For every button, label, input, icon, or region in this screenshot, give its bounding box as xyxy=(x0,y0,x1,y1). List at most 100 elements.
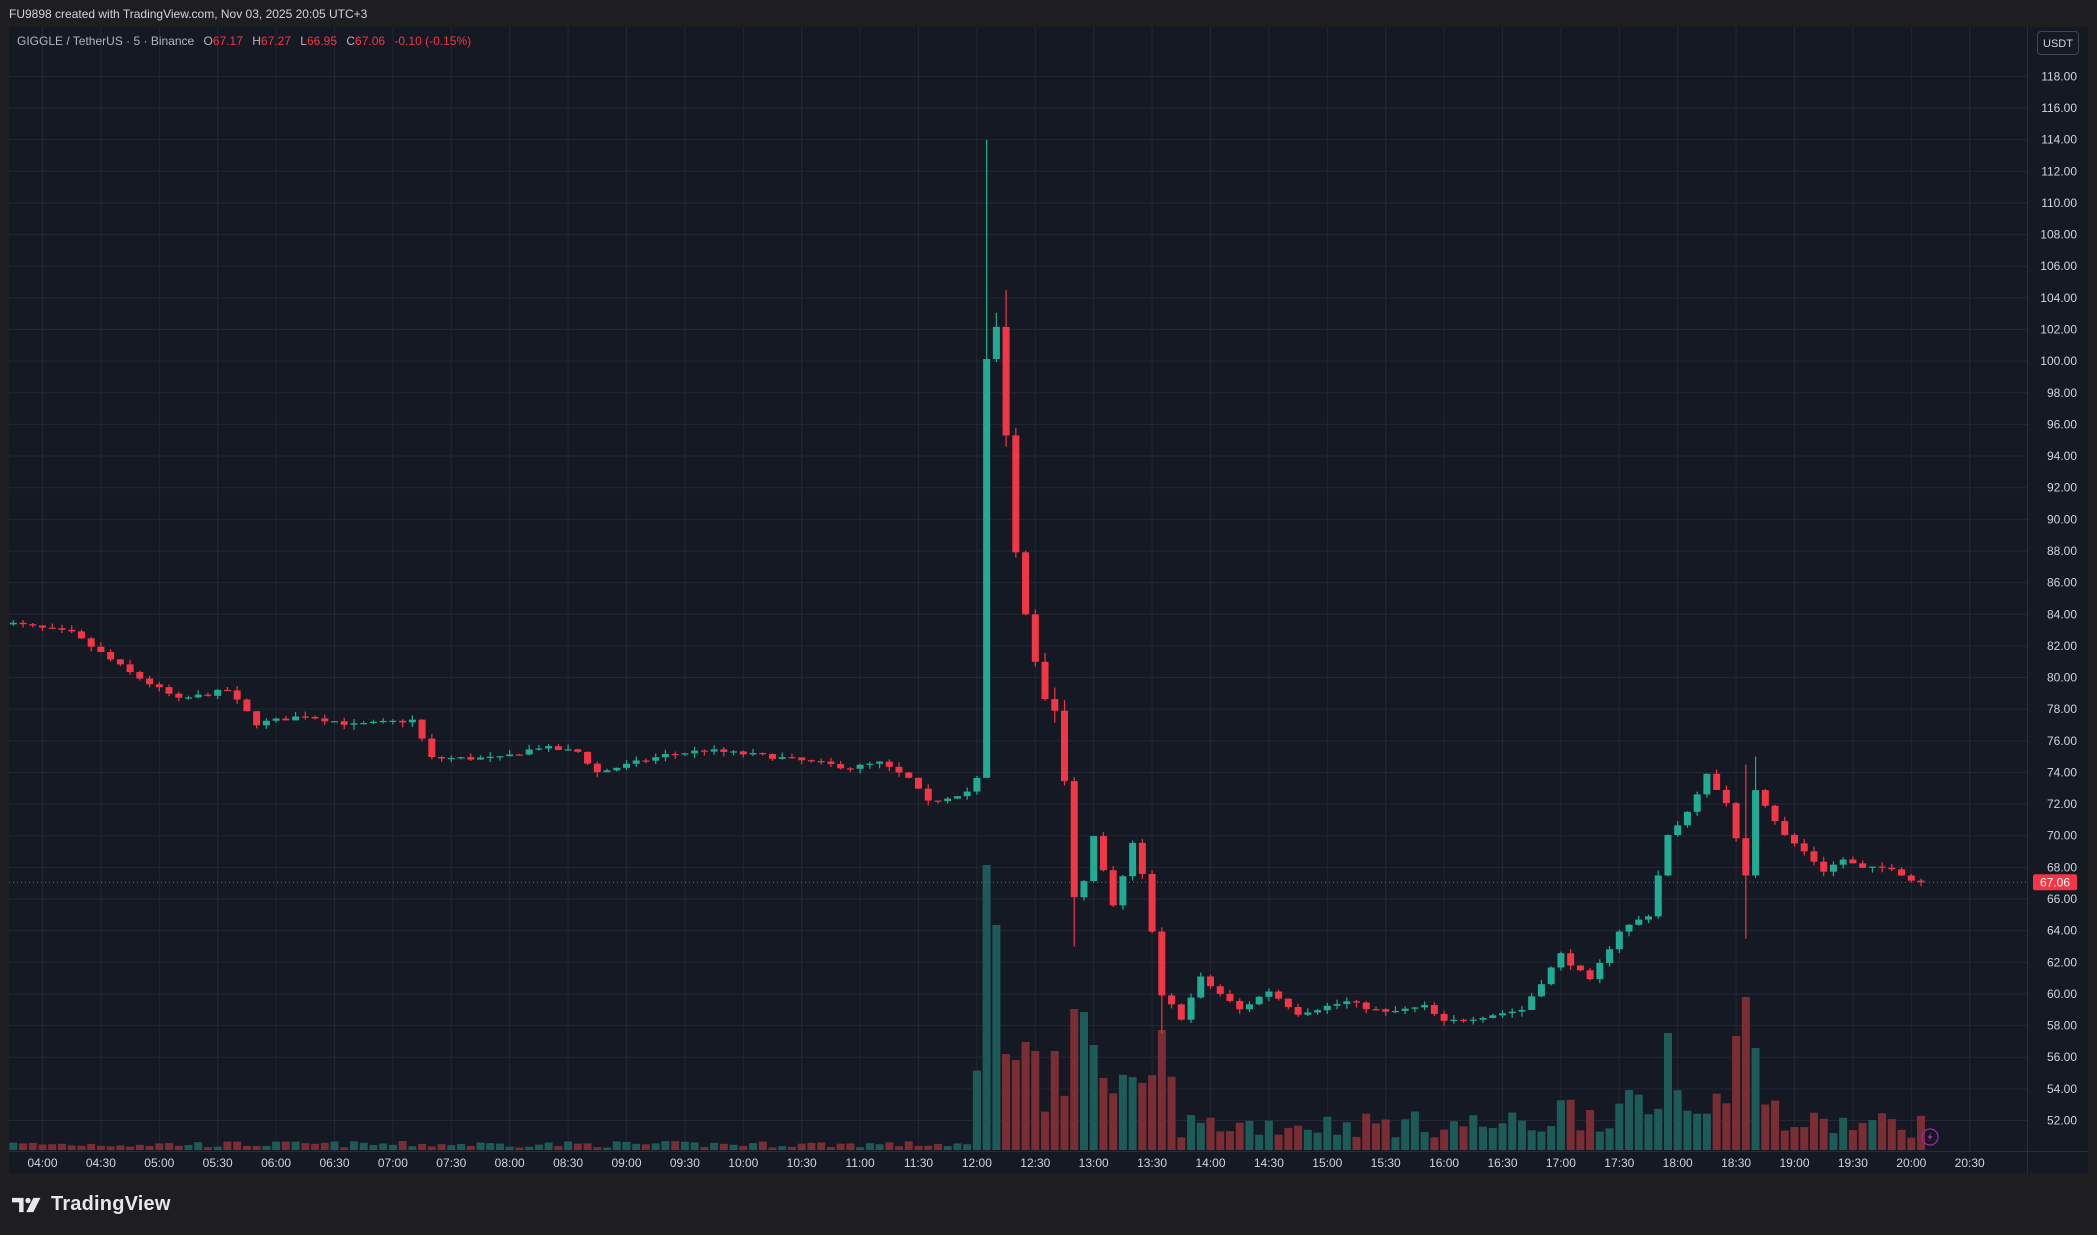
candle-body xyxy=(1177,1004,1185,1020)
candle-body xyxy=(798,757,806,761)
volume-bar xyxy=(408,1146,417,1150)
candle-body xyxy=(39,625,46,628)
candle-body xyxy=(1489,1015,1497,1018)
price-tick-label: 104.00 xyxy=(2040,291,2077,305)
candle-body xyxy=(807,760,815,762)
volume-bar xyxy=(1459,1126,1468,1150)
price-tick-label: 56.00 xyxy=(2047,1050,2077,1064)
time-axis[interactable]: 04:00 04:30 05:00 05:30 06:00 06:30 07:00 07:30… xyxy=(27,1156,1985,1170)
volume-bar xyxy=(1887,1119,1896,1150)
currency-button[interactable]: USDT xyxy=(2037,31,2079,55)
candle-body xyxy=(1781,821,1789,835)
candle-body xyxy=(107,652,115,660)
volume-bar xyxy=(651,1143,660,1150)
price-tick-label: 54.00 xyxy=(2047,1082,2077,1096)
candle-body xyxy=(1664,835,1672,876)
price-axis[interactable]: 52.00 54.00 56.00 58.00 60.00 62.00 64.00 66.00… xyxy=(2040,69,2077,1127)
candle-body xyxy=(506,754,514,757)
volume-bar xyxy=(1761,1104,1770,1150)
candle-body xyxy=(292,716,300,721)
volume-bar xyxy=(1449,1121,1458,1150)
time-tick-label: 19:00 xyxy=(1779,1156,1809,1170)
volume-bar xyxy=(1508,1112,1517,1150)
price-chart[interactable]: 67.06 52.00 54.00 56.00 58.00 60.00 62.00 64.0… xyxy=(9,27,2088,1173)
candle-body xyxy=(1654,875,1662,917)
price-tick-label: 92.00 xyxy=(2047,481,2077,495)
candle-body xyxy=(389,720,397,722)
time-tick-label: 05:00 xyxy=(144,1156,174,1170)
alert-icon[interactable] xyxy=(1921,1128,1939,1146)
candle-body xyxy=(58,628,66,630)
volume-bar xyxy=(272,1141,281,1150)
volume-bar xyxy=(797,1143,806,1150)
candle-body xyxy=(350,723,358,725)
volume-bar xyxy=(9,1142,18,1150)
candle-body xyxy=(1450,1019,1458,1021)
top-bar: FU9898 created with TradingView.com, Nov… xyxy=(0,0,2097,27)
candle-body xyxy=(827,761,835,765)
time-tick-label: 06:00 xyxy=(261,1156,291,1170)
time-tick-label: 08:00 xyxy=(495,1156,525,1170)
candle-body xyxy=(438,757,446,759)
volume-bar xyxy=(564,1141,573,1150)
time-tick-label: 05:30 xyxy=(203,1156,233,1170)
volume-bar xyxy=(885,1142,894,1150)
volume-bar xyxy=(466,1146,475,1150)
price-tick-label: 82.00 xyxy=(2047,639,2077,653)
tradingview-logo[interactable]: TradingView xyxy=(12,1193,171,1216)
volume-bar xyxy=(933,1143,942,1150)
volume-bar xyxy=(914,1145,923,1150)
volume-bar xyxy=(349,1141,358,1150)
price-tick-label: 64.00 xyxy=(2047,924,2077,938)
time-tick-label: 19:30 xyxy=(1838,1156,1868,1170)
candle-body xyxy=(1216,986,1224,994)
candle-body xyxy=(1615,931,1623,950)
candle-body xyxy=(574,749,582,752)
candle-body xyxy=(953,796,961,799)
price-tick-label: 86.00 xyxy=(2047,576,2077,590)
candle-body xyxy=(1372,1009,1380,1011)
volume-bar xyxy=(1206,1117,1215,1150)
volume-bar xyxy=(943,1146,952,1150)
volume-bar xyxy=(525,1146,534,1150)
volume-bar xyxy=(281,1141,290,1150)
time-tick-label: 20:30 xyxy=(1955,1156,1985,1170)
volume-bar xyxy=(641,1144,650,1150)
candle-body xyxy=(759,753,767,755)
volume-bar xyxy=(67,1145,76,1150)
volume-bars xyxy=(9,865,1926,1150)
volume-bar xyxy=(1031,1051,1040,1150)
candle-body xyxy=(155,684,163,688)
candle-body xyxy=(681,753,689,755)
candle-body xyxy=(769,754,776,759)
candle-body xyxy=(1771,805,1779,822)
volume-bar xyxy=(612,1141,621,1150)
volume-bar xyxy=(787,1146,796,1150)
volume-bar xyxy=(96,1145,105,1150)
candle-body xyxy=(613,767,621,771)
volume-bar xyxy=(1790,1127,1799,1150)
snapshot-credit: FU9898 created with TradingView.com, Nov… xyxy=(9,7,368,21)
candle-body xyxy=(447,757,455,760)
candle-body xyxy=(126,664,134,673)
time-tick-label: 17:30 xyxy=(1604,1156,1634,1170)
candle-body xyxy=(983,359,991,778)
volume-bar xyxy=(749,1143,758,1150)
volume-bar xyxy=(1284,1127,1293,1150)
volume-bar xyxy=(1654,1108,1663,1150)
candle-body xyxy=(1713,773,1721,790)
volume-bar xyxy=(388,1144,397,1150)
candle-body xyxy=(1567,953,1575,966)
chart-panel[interactable]: 67.06 52.00 54.00 56.00 58.00 60.00 62.00 64.0… xyxy=(9,27,2088,1173)
volume-bar xyxy=(106,1146,115,1150)
volume-bar xyxy=(1235,1122,1244,1150)
time-tick-label: 15:00 xyxy=(1312,1156,1342,1170)
price-tick-label: 70.00 xyxy=(2047,829,2077,843)
time-tick-label: 09:00 xyxy=(611,1156,641,1170)
candle-body xyxy=(97,646,105,653)
candle-body xyxy=(1041,661,1049,700)
volume-bar xyxy=(924,1145,933,1150)
candle-body xyxy=(876,761,884,764)
time-tick-label: 10:30 xyxy=(787,1156,817,1170)
candle-body xyxy=(700,750,708,752)
